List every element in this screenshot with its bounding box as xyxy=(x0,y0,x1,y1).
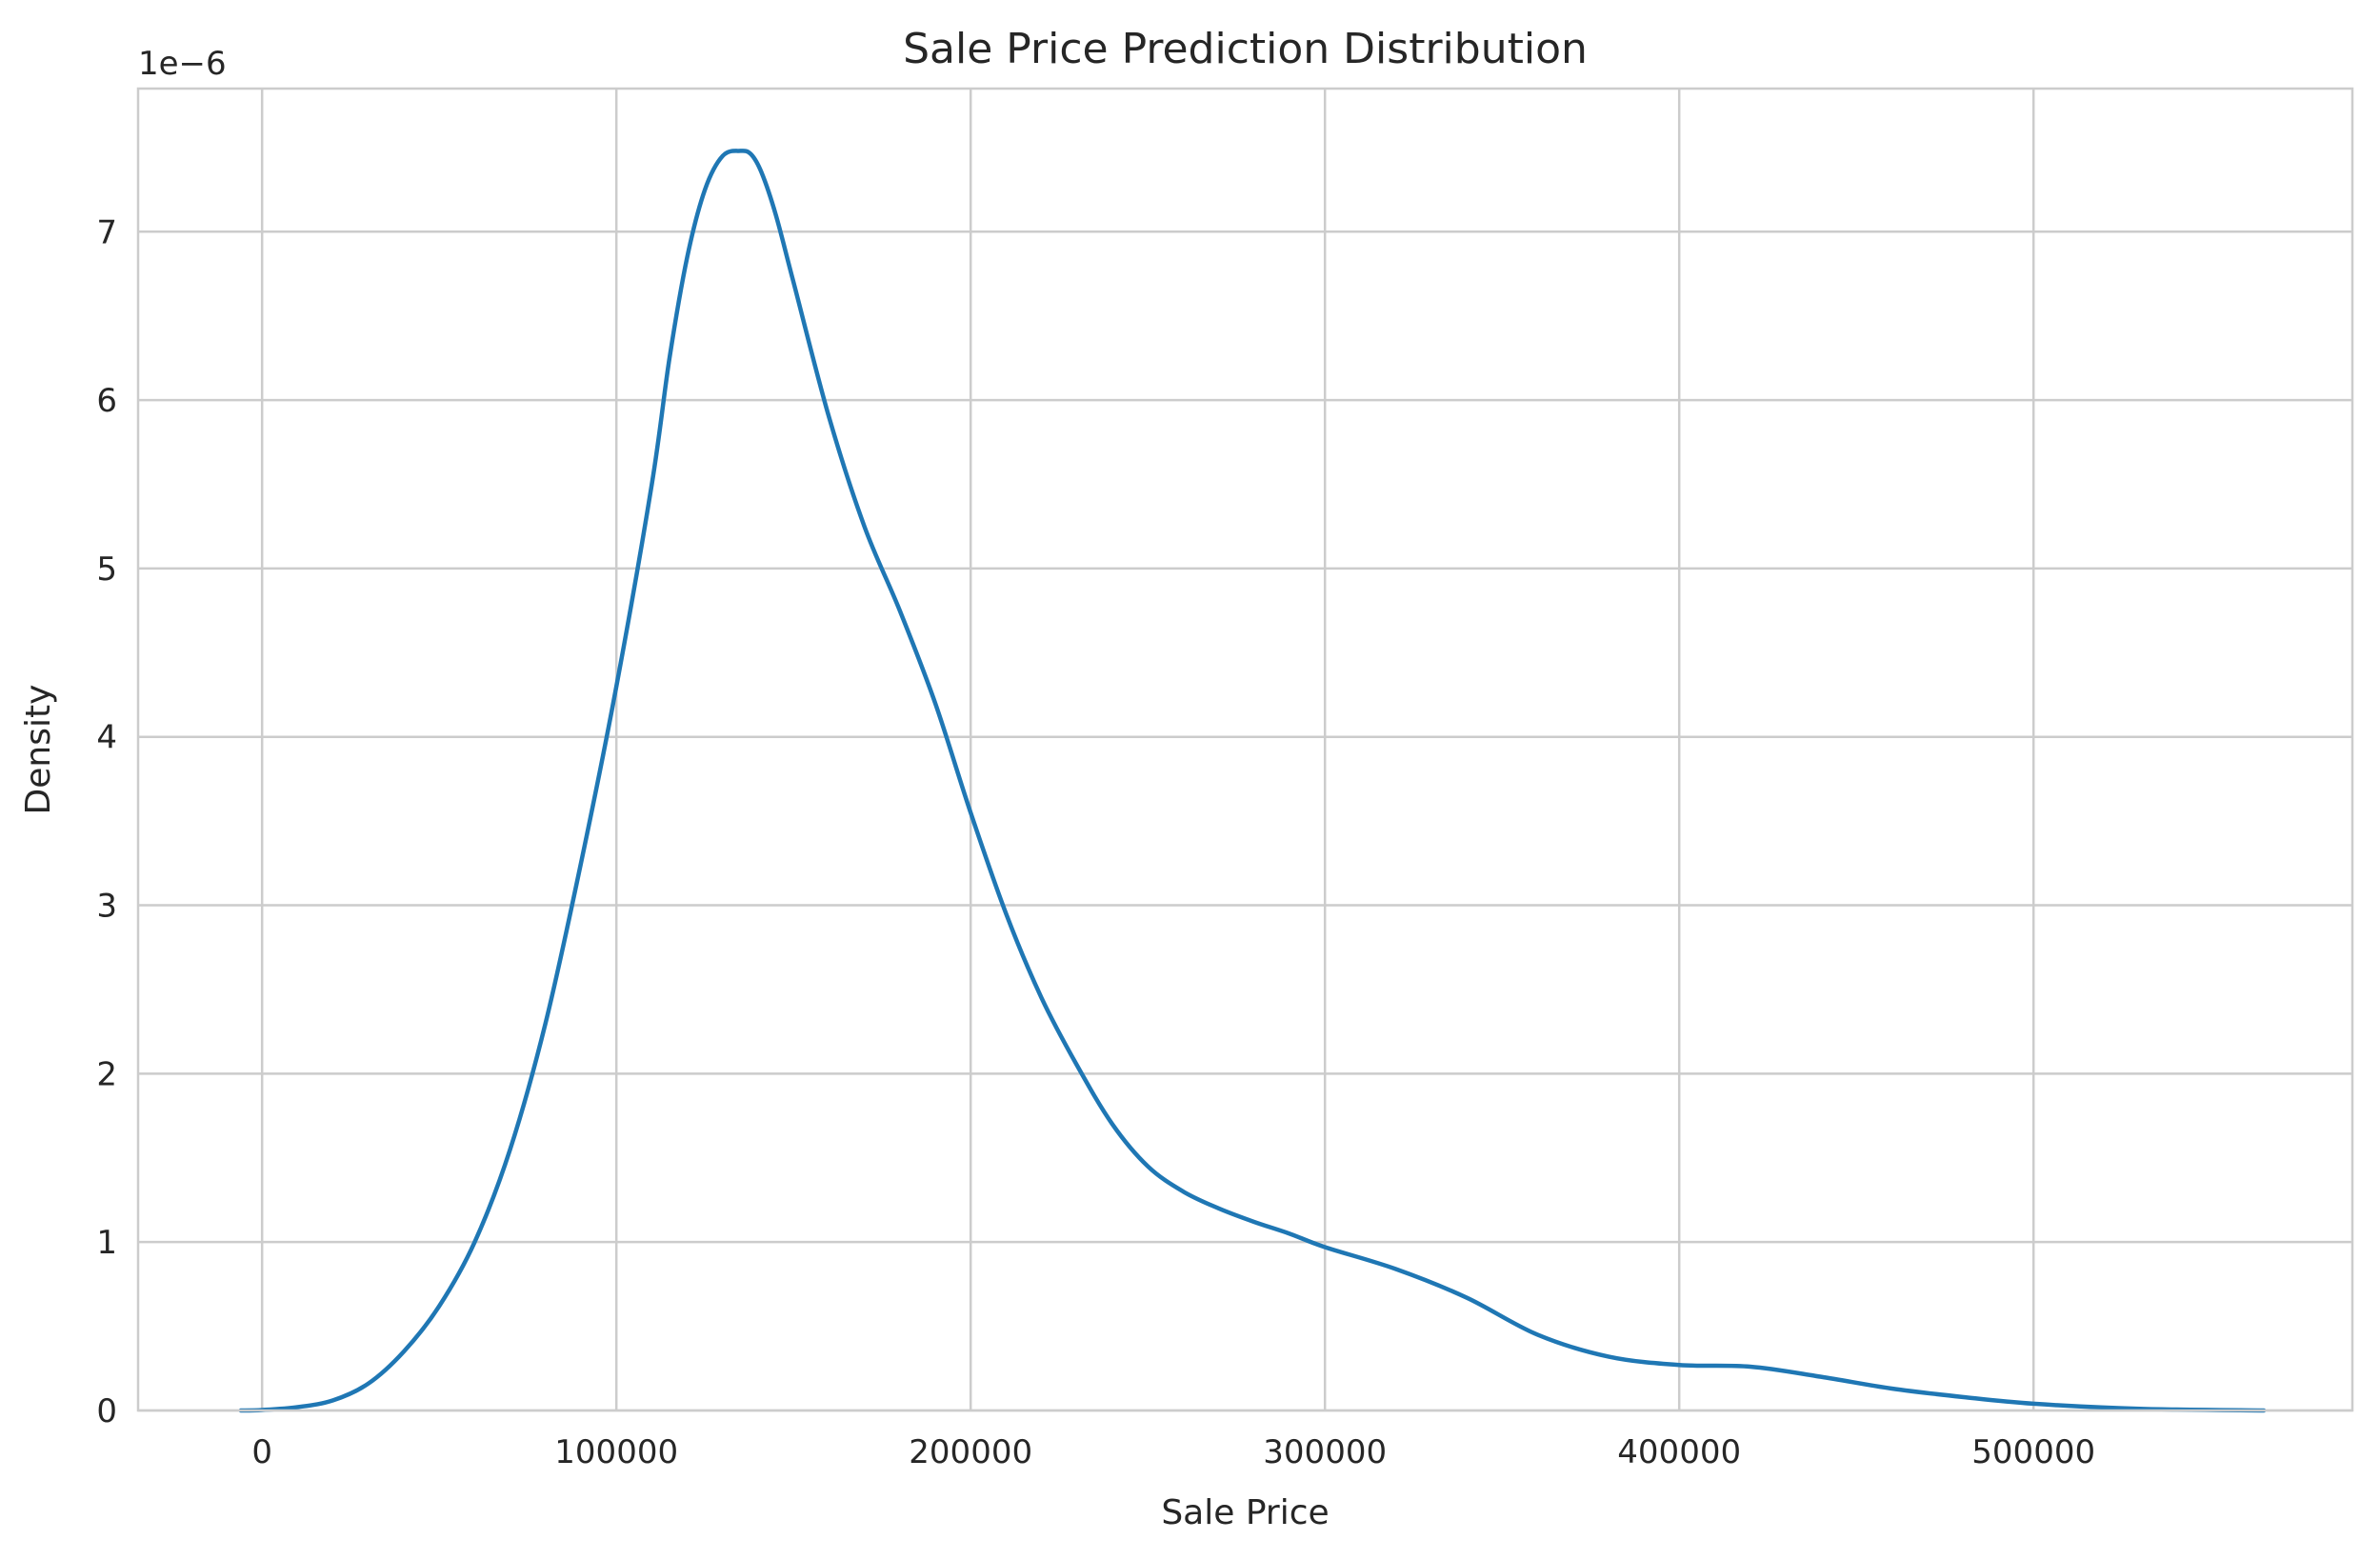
x-tick-label: 0 xyxy=(251,1433,272,1471)
y-tick-label: 4 xyxy=(96,719,117,757)
series-lines xyxy=(238,149,2267,1413)
y-tick-label: 0 xyxy=(96,1392,117,1430)
x-tick-label: 200000 xyxy=(909,1433,1032,1471)
y-axis-label: Density xyxy=(19,685,58,815)
x-tick-label: 100000 xyxy=(554,1433,678,1471)
x-tick-labels: 0 100000 200000 300000 400000 500000 xyxy=(251,1433,2095,1471)
x-axis-label: Sale Price xyxy=(1161,1493,1329,1532)
x-tick-label: 500000 xyxy=(1971,1433,2095,1471)
y-tick-labels: 0 1 2 3 4 5 6 7 xyxy=(96,213,117,1430)
x-tick-label: 300000 xyxy=(1263,1433,1387,1471)
grid-lines xyxy=(138,89,2352,1412)
y-tick-label: 1 xyxy=(96,1224,117,1262)
y-offset-label: 1e−6 xyxy=(138,45,227,83)
plot-frame xyxy=(136,87,2354,1412)
chart-title: Sale Price Prediction Distribution xyxy=(903,25,1588,73)
x-tick-label: 400000 xyxy=(1617,1433,1741,1471)
y-tick-label: 7 xyxy=(96,213,117,251)
y-tick-label: 3 xyxy=(96,888,117,926)
kde-series-line xyxy=(238,149,2267,1413)
y-tick-label: 5 xyxy=(96,550,117,589)
y-tick-label: 6 xyxy=(96,382,117,420)
y-tick-label: 2 xyxy=(96,1055,117,1093)
